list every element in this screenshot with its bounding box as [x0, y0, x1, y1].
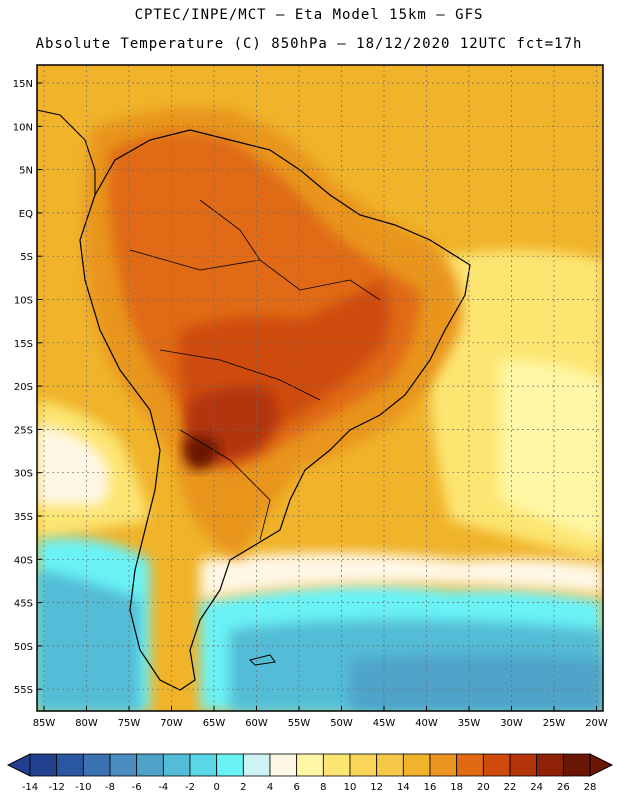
colorbar-label: -10	[75, 782, 91, 793]
map-gridlines	[37, 65, 603, 711]
colorbar-arrow-right	[589, 753, 614, 777]
lat-label: 45S	[14, 599, 33, 610]
coastline	[79, 129, 471, 691]
lat-label: 30S	[14, 469, 33, 480]
lat-label: 40S	[14, 555, 33, 566]
colorbar-swatch	[109, 753, 138, 777]
colorbar-label: 8	[320, 782, 326, 793]
lon-label: 35W	[458, 718, 481, 729]
colorbar-label: -2	[185, 782, 195, 793]
colorbar-label: -8	[105, 782, 115, 793]
colorbar-labels: -14 -12 -10 -8 -6 -4 -2 0 2 4 6 8 10 12 14 16 18 20 22 24 26…	[22, 782, 597, 793]
colorbar-label: 10	[344, 782, 357, 793]
lat-label: 55S	[14, 685, 33, 696]
colorbar-label: 24	[530, 782, 543, 793]
colorbar-swatch	[82, 753, 111, 777]
latitude-labels: 15N 10N 5N EQ 5S 10S 15S 20S 25S 30S 35S 40S 45S 50S 5…	[13, 79, 42, 696]
colorbar-swatch	[162, 753, 191, 777]
colorbar-swatch	[29, 753, 58, 777]
lat-label: 10N	[13, 122, 33, 133]
country-border	[129, 249, 381, 301]
lat-label: 20S	[14, 382, 33, 393]
lat-label: 5S	[20, 252, 33, 263]
colorbar	[6, 753, 614, 777]
colorbar-swatch	[136, 753, 164, 777]
colorbar-swatch	[269, 753, 298, 777]
lon-label: 20W	[585, 718, 608, 729]
lat-label: 25S	[14, 425, 33, 436]
colorbar-label: 16	[424, 782, 437, 793]
colorbar-swatch	[402, 753, 431, 777]
colorbar-label: 2	[240, 782, 246, 793]
colorbar-swatch	[216, 753, 244, 777]
colorbar-swatch	[456, 753, 484, 777]
lon-label: 65W	[203, 718, 226, 729]
colorbar-swatch	[509, 753, 538, 777]
colorbar-label: 0	[213, 782, 219, 793]
lon-label: 40W	[415, 718, 438, 729]
map-title-line1: CPTEC/INPE/MCT – Eta Model 15km – GFS	[134, 7, 484, 23]
colorbar-swatch	[349, 753, 378, 777]
colorbar-swatch	[189, 753, 218, 777]
colorbar-swatch	[562, 753, 591, 777]
colorbar-swatch	[482, 753, 511, 777]
colorbar-label: 20	[477, 782, 490, 793]
lat-label: 50S	[14, 642, 33, 653]
lon-label: 70W	[160, 718, 183, 729]
colorbar-label: -12	[48, 782, 64, 793]
lat-label: 5N	[19, 166, 33, 177]
lon-label: 75W	[118, 718, 141, 729]
country-border	[199, 199, 261, 261]
temperature-field	[37, 65, 603, 711]
colorbar-label: 18	[450, 782, 463, 793]
lat-label: 15S	[14, 339, 33, 350]
colorbar-label: 6	[293, 782, 299, 793]
colorbar-swatch	[429, 753, 458, 777]
colorbar-arrow-left	[6, 753, 31, 777]
colorbar-label: 22	[504, 782, 517, 793]
lon-label: 50W	[330, 718, 353, 729]
country-border	[179, 429, 271, 541]
colorbar-label: -6	[132, 782, 142, 793]
central-america-coast	[37, 109, 96, 195]
lon-label: 80W	[75, 718, 98, 729]
colorbar-swatch	[242, 753, 271, 777]
colorbar-swatch	[376, 753, 404, 777]
map-title-line2: Absolute Temperature (C) 850hPa – 18/12/…	[35, 36, 583, 52]
lat-label: 35S	[14, 512, 33, 523]
colorbar-label: -14	[22, 782, 38, 793]
colorbar-swatch	[296, 753, 324, 777]
lat-label: 10S	[14, 296, 33, 307]
country-border	[159, 349, 321, 401]
lat-label: 15N	[13, 79, 33, 90]
colorbar-swatch	[56, 753, 84, 777]
lat-label: EQ	[19, 209, 33, 220]
colorbar-label: -4	[158, 782, 168, 793]
colorbar-label: 4	[267, 782, 273, 793]
colorbar-swatch	[322, 753, 351, 777]
longitude-labels: 85W 80W 75W 70W 65W 60W 55W 50W 45W 40W 35W 30W 25W 2…	[33, 706, 608, 729]
lon-label: 55W	[288, 718, 311, 729]
lon-label: 85W	[33, 718, 56, 729]
lon-label: 60W	[245, 718, 268, 729]
colorbar-label: 26	[557, 782, 570, 793]
map-frame	[36, 64, 604, 712]
lon-label: 45W	[373, 718, 396, 729]
colorbar-label: 28	[584, 782, 597, 793]
colorbar-swatch	[536, 753, 564, 777]
colorbar-label: 14	[397, 782, 410, 793]
falkland-islands	[249, 654, 276, 666]
colorbar-label: 12	[370, 782, 383, 793]
lon-label: 25W	[543, 718, 566, 729]
lon-label: 30W	[500, 718, 523, 729]
